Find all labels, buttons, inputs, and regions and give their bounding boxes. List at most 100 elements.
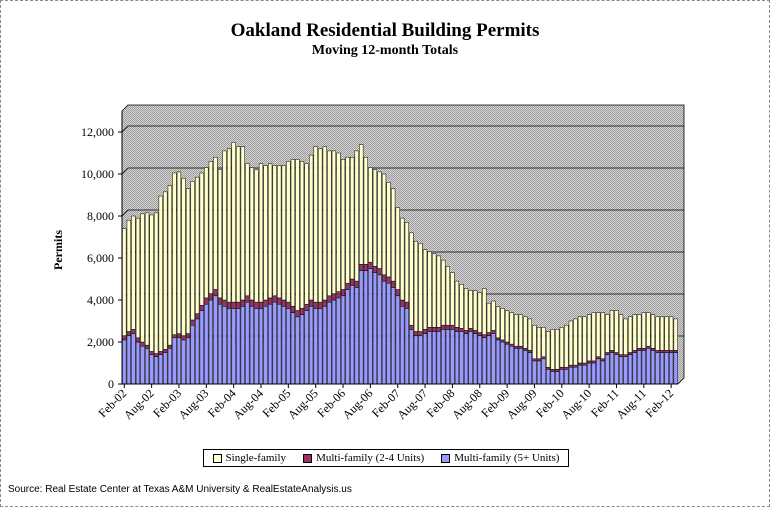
bar-single <box>231 142 236 303</box>
bar-multi-large <box>263 306 268 385</box>
bar-multi-small <box>368 261 373 269</box>
legend-swatch-multi-small <box>303 453 313 463</box>
bar-single <box>322 146 327 301</box>
bar-multi-large <box>659 352 665 385</box>
bar-multi-large <box>304 310 309 385</box>
bar-single <box>309 154 314 301</box>
bar-single <box>254 169 259 303</box>
bar-multi-large <box>222 306 227 385</box>
bar-multi-large <box>309 306 314 385</box>
bar-single <box>450 272 455 326</box>
bar-multi-small <box>131 329 136 334</box>
bar-multi-small <box>249 299 255 307</box>
bar-single <box>637 314 642 349</box>
bar-single <box>131 215 136 330</box>
legend-swatch-single <box>212 453 222 463</box>
bar-multi-small <box>135 337 141 343</box>
bar-multi-small <box>122 335 127 341</box>
bar-single <box>669 316 674 351</box>
bar-multi-large <box>577 364 583 385</box>
bar-multi-large <box>176 337 182 385</box>
bar-single <box>263 165 268 301</box>
bar-multi-small <box>536 358 542 362</box>
bar-multi-small <box>345 282 350 290</box>
bar-multi-large <box>404 308 409 385</box>
bar-multi-large <box>587 362 592 385</box>
gridline-depth <box>121 209 129 217</box>
bar-multi-large <box>350 285 355 385</box>
bar-multi-small <box>331 293 337 301</box>
bar-single <box>395 207 400 290</box>
bar-multi-large <box>286 308 291 385</box>
bar-multi-large <box>163 352 168 385</box>
bar-single <box>181 177 186 336</box>
bar-multi-small <box>281 299 286 307</box>
bar-multi-large <box>172 337 177 385</box>
bar-multi-small <box>509 343 514 347</box>
bar-single <box>149 214 154 352</box>
legend: Single-family Multi-family (2-4 Units) M… <box>203 449 569 467</box>
bar-single <box>432 253 437 328</box>
bar-single <box>140 213 145 343</box>
bar-single <box>628 316 633 353</box>
bar-multi-large <box>559 369 564 385</box>
bar-multi-large <box>491 333 496 385</box>
bar-multi-small <box>564 366 569 370</box>
bar-multi-large <box>167 348 172 385</box>
bar-multi-large <box>486 335 491 385</box>
bar-multi-small <box>313 301 318 309</box>
bar-multi-large <box>614 354 619 385</box>
legend-item-multi-large: Multi-family (5+ Units) <box>441 452 559 464</box>
bar-multi-large <box>195 318 200 385</box>
bar-multi-large <box>381 280 387 385</box>
x-tick-label: Aug-08 <box>449 386 485 422</box>
bar-multi-large <box>669 352 674 385</box>
bar-single <box>463 288 469 331</box>
bar-multi-large <box>532 360 537 385</box>
bar-multi-small <box>336 291 341 299</box>
x-tick-label: Aug-09 <box>504 386 540 422</box>
bar-multi-small <box>277 297 282 305</box>
bar-multi-large <box>623 356 628 385</box>
bar-single <box>486 302 491 333</box>
bar-multi-large <box>368 268 373 385</box>
bar-single <box>541 327 546 357</box>
bar-multi-large <box>199 310 204 385</box>
bar-single <box>277 165 282 299</box>
bar-single <box>591 312 596 362</box>
bar-single <box>359 144 364 265</box>
bar-single <box>208 161 213 294</box>
bar-multi-large <box>217 303 223 385</box>
bar-multi-large <box>545 369 551 385</box>
chart-title: Oakland Residential Building Permits <box>230 20 540 41</box>
bar-multi-small <box>172 334 177 339</box>
bar-multi-large <box>313 308 318 385</box>
bar-multi-small <box>245 295 250 303</box>
bar-single <box>650 314 656 349</box>
bar-multi-large <box>618 356 624 385</box>
bar-multi-large <box>254 308 259 385</box>
bar-single <box>167 185 172 346</box>
bar-single <box>418 243 423 332</box>
bar-single <box>641 312 646 349</box>
bar-multi-large <box>226 308 232 385</box>
bar-multi-small <box>359 264 364 271</box>
bar-multi-small <box>514 345 519 349</box>
bar-multi-small <box>614 352 619 355</box>
bar-single <box>445 266 450 326</box>
bar-multi-small <box>340 289 346 297</box>
bar-multi-small <box>596 356 601 360</box>
bar-single <box>299 161 305 309</box>
bar-multi-small <box>290 306 296 313</box>
bar-single <box>350 156 355 280</box>
bar-multi-small <box>445 324 450 330</box>
bar-multi-small <box>587 360 592 364</box>
bar-multi-large <box>318 308 323 385</box>
bar-multi-large <box>432 331 437 385</box>
bar-multi-small <box>167 344 172 349</box>
bar-single <box>545 331 551 368</box>
bar-single <box>436 255 441 328</box>
bar-single <box>272 165 277 297</box>
y-tick-label: 0 <box>108 377 114 391</box>
